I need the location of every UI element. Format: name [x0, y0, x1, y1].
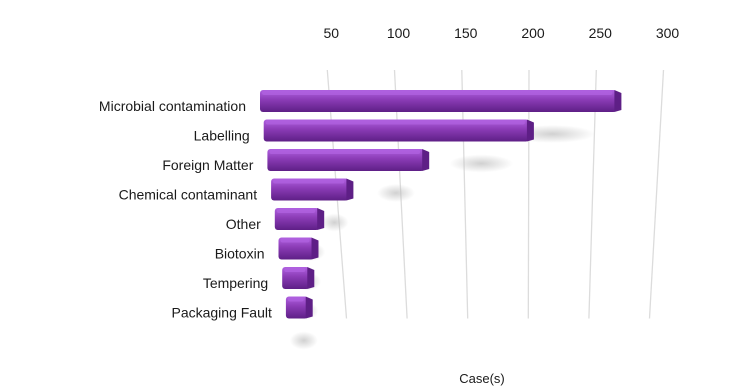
category-label: Chemical contaminant — [119, 187, 258, 203]
category-label: Labelling — [194, 128, 250, 144]
bar-highlight — [262, 91, 613, 95]
bar-face — [271, 178, 349, 201]
bar-end-cap — [317, 208, 325, 230]
category-label: Tempering — [203, 275, 268, 291]
bar-highlight — [273, 179, 345, 184]
bar-shadow — [320, 213, 349, 232]
bar-face — [285, 296, 308, 319]
category-label: Foreign Matter — [162, 157, 253, 173]
bar-end-cap — [346, 178, 354, 201]
bar — [282, 267, 315, 289]
bar-highlight — [276, 209, 316, 213]
x-tick-label: 100 — [387, 25, 411, 41]
gridline — [648, 69, 665, 319]
bar-face — [267, 149, 425, 171]
bar — [260, 90, 622, 112]
bar-end-cap — [422, 149, 430, 171]
bar — [278, 237, 319, 260]
category-label: Biotoxin — [215, 246, 265, 262]
bar-shadow — [377, 184, 415, 202]
x-tick-label: 300 — [656, 25, 680, 41]
bar-shadow — [449, 154, 513, 173]
x-tick-label: 250 — [589, 25, 613, 41]
bar-face — [274, 208, 320, 230]
bar-highlight — [284, 268, 306, 272]
bar — [267, 149, 430, 171]
bar-end-cap — [614, 90, 622, 112]
bar-end-cap — [307, 267, 315, 289]
bar — [274, 208, 325, 230]
bar-face — [263, 119, 529, 142]
bar-highlight — [280, 238, 310, 243]
bar-face — [278, 237, 314, 260]
bar-end-cap — [311, 237, 319, 260]
bar — [285, 296, 313, 319]
bar-shadow — [289, 331, 318, 350]
x-tick-label: 50 — [324, 25, 340, 41]
x-axis-title: Case(s) — [459, 371, 505, 386]
bar-highlight — [269, 150, 421, 154]
bar-end-cap — [526, 119, 534, 142]
bar — [263, 119, 534, 142]
x-tick-label: 150 — [454, 25, 478, 41]
category-label: Packaging Fault — [171, 305, 272, 321]
category-label: Other — [226, 216, 261, 232]
bar-highlight — [265, 120, 525, 125]
bar-highlight — [287, 297, 304, 302]
bar-face — [282, 267, 310, 289]
bar-face — [260, 90, 617, 112]
bar-end-cap — [305, 296, 313, 319]
category-label: Microbial contamination — [99, 98, 246, 114]
x-tick-label: 200 — [521, 25, 545, 41]
bar — [271, 178, 354, 201]
